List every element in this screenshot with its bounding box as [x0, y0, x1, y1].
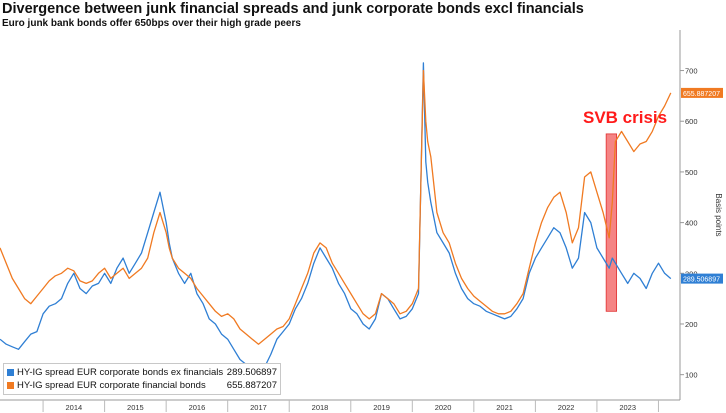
- y-tick-label: 500: [685, 168, 698, 177]
- last-value-label: 655.887207: [683, 91, 720, 98]
- x-tick-label: 2016: [189, 403, 206, 412]
- y-tick-label: 600: [685, 117, 698, 126]
- x-tick-label: 2019: [373, 403, 390, 412]
- legend-label: HY-IG spread EUR corporate financial bon…: [17, 380, 206, 391]
- x-tick-label: 2021: [496, 403, 513, 412]
- legend-item-financials: HY-IG spread EUR corporate financial bon…: [7, 379, 277, 392]
- legend-swatch-orange: [7, 382, 14, 389]
- chart-title: Divergence between junk financial spread…: [2, 1, 584, 17]
- legend-value: 655.887207: [226, 380, 277, 391]
- legend-swatch-blue: [7, 369, 14, 376]
- x-tick-label: 2023: [619, 403, 636, 412]
- y-axis-label: Basis points: [714, 193, 723, 236]
- y-tick-label: 400: [685, 219, 698, 228]
- chart-subtitle: Euro junk bank bonds offer 650bps over t…: [2, 18, 301, 29]
- x-tick-label: 2014: [66, 403, 83, 412]
- legend-label: HY-IG spread EUR corporate bonds ex fina…: [17, 367, 223, 378]
- x-tick-label: 2022: [558, 403, 575, 412]
- last-value-tag-orange: [681, 87, 723, 98]
- legend-value: 289.506897: [226, 367, 277, 378]
- x-tick-label: 2015: [127, 403, 144, 412]
- series-line-ex-financials: [0, 62, 672, 376]
- last-value-tag-blue: [681, 273, 723, 284]
- legend: HY-IG spread EUR corporate bonds ex fina…: [3, 363, 281, 395]
- series-line-financials: [0, 69, 672, 345]
- y-tick-label: 200: [685, 320, 698, 329]
- svb-annotation: SVB crisis: [583, 108, 667, 127]
- y-tick-label: 100: [685, 371, 698, 380]
- x-tick-label: 2020: [435, 403, 452, 412]
- y-tick-label: 700: [685, 67, 698, 76]
- x-tick-label: 2017: [250, 403, 267, 412]
- x-tick-label: 2018: [312, 403, 329, 412]
- legend-item-ex-financials: HY-IG spread EUR corporate bonds ex fina…: [7, 366, 277, 379]
- last-value-label: 289.506897: [683, 277, 720, 284]
